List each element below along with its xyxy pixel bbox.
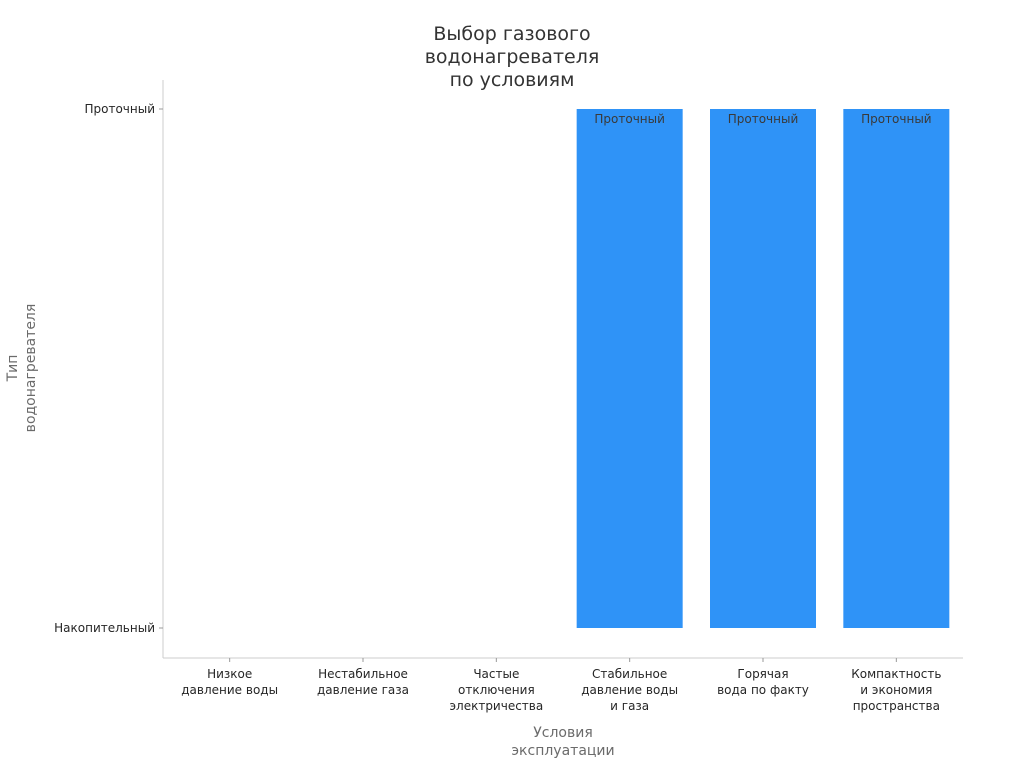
y-tick-label: Накопительный	[54, 621, 155, 635]
bar-data-label: Проточный	[728, 112, 799, 126]
y-tick-labels: Накопительный Проточный	[54, 102, 163, 635]
x-tick-label: Низкое давление воды	[181, 667, 278, 697]
y-axis-title: Тип водонагревателя	[5, 304, 39, 433]
x-tick-label: Компактность и экономия пространства	[851, 667, 941, 713]
x-tick-label: Стабильное давление воды и газа	[581, 667, 678, 713]
bar	[576, 109, 683, 628]
y-axis-title-line: Тип	[5, 355, 21, 383]
x-axis-title: Условия эксплуатации	[511, 725, 614, 759]
bar	[843, 109, 950, 628]
x-axis-title-line: Условия	[533, 725, 593, 741]
y-axis-title-line: водонагревателя	[23, 304, 39, 433]
bar-data-label: Проточный	[594, 112, 665, 126]
chart-title-line: водонагревателя	[425, 46, 600, 68]
bar	[710, 109, 816, 628]
x-tick-label: Частые отключения электричества	[449, 667, 543, 713]
x-tick-label: Горячая вода по факту	[717, 667, 809, 697]
chart-title-line: по условиям	[450, 69, 575, 91]
x-axis-title-line: эксплуатации	[511, 743, 614, 759]
axes	[162, 80, 963, 659]
y-tick-label: Проточный	[84, 102, 155, 116]
chart-title-line: Выбор газового	[433, 23, 590, 45]
x-tick-labels: Низкое давление воды Нестабильное давление …	[181, 658, 941, 713]
x-tick-label: Нестабильное давление газа	[317, 667, 409, 697]
bar-data-label: Проточный	[861, 112, 932, 126]
bars: Проточный Проточный Проточный	[576, 109, 950, 628]
